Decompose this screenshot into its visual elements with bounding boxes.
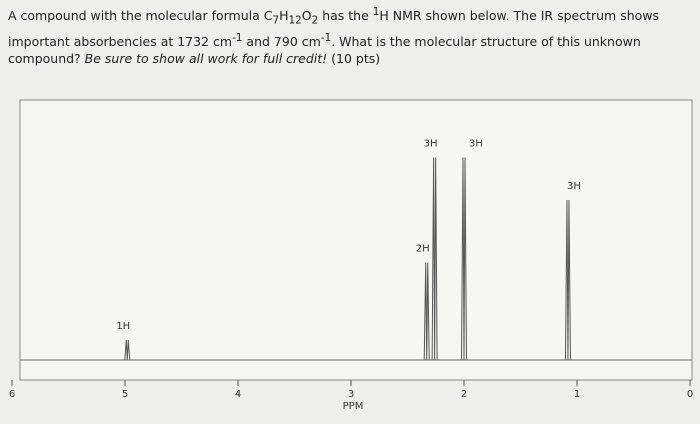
x-tick-label: 4 (235, 389, 241, 400)
text: . What is the molecular structure of thi… (8, 33, 641, 66)
subscript: 12 (288, 14, 302, 27)
x-tick-label: 6 (9, 389, 15, 400)
text: (10 pts) (327, 50, 381, 66)
peak (564, 199, 571, 361)
x-axis-label: PPM (343, 401, 364, 412)
text: H (279, 8, 289, 24)
text: and 790 cm (242, 33, 321, 49)
superscript: -1 (320, 31, 332, 44)
text: has the (318, 8, 373, 24)
peak (423, 262, 430, 361)
text: H NMR shown below. The IR spectrum shows… (8, 8, 660, 49)
question: A compound with the molecular formula C7… (8, 4, 696, 67)
plot-frame (19, 99, 693, 381)
integration-label: 3H (567, 181, 581, 192)
subscript: 7 (272, 14, 280, 27)
x-tick-label: 0 (687, 389, 693, 400)
italic-text: Be sure to show all work for full credit… (84, 50, 328, 66)
text: O (301, 8, 312, 24)
text: A compound with the molecular formula C (8, 8, 273, 24)
x-tick-label: 1 (574, 389, 580, 400)
peak (124, 339, 131, 361)
integration-label: 2H (416, 244, 430, 255)
superscript: -1 (232, 31, 243, 44)
subscript: 2 (311, 14, 319, 27)
integration-label: 3H (424, 139, 438, 150)
x-tick-label: 2 (461, 389, 467, 400)
superscript: 1 (372, 6, 380, 18)
integration-label: 3H (469, 139, 483, 150)
x-tick-label: 3 (348, 389, 354, 400)
peak (461, 157, 467, 361)
peak (431, 157, 438, 361)
integration-label: 1H (116, 321, 130, 332)
x-tick-label: 5 (122, 389, 128, 400)
